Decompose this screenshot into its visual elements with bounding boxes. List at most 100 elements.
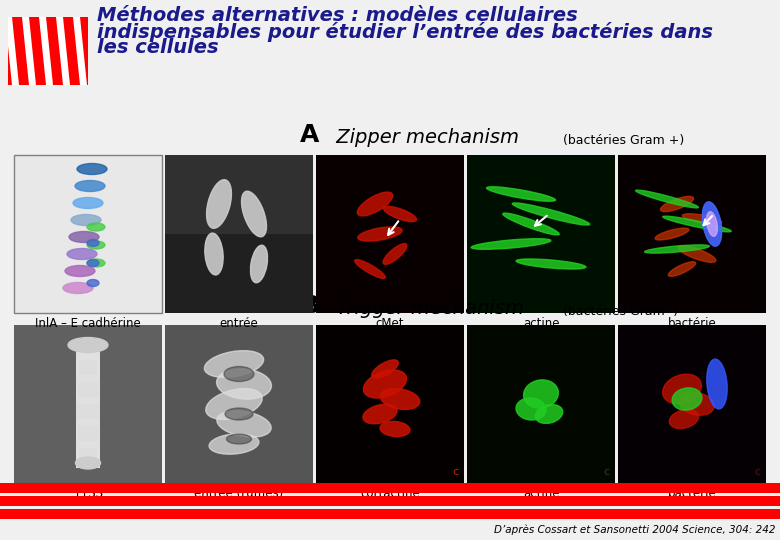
Ellipse shape	[76, 457, 101, 469]
Bar	[316, 325, 464, 483]
Ellipse shape	[682, 214, 722, 224]
Bar	[467, 325, 615, 483]
Ellipse shape	[503, 213, 559, 235]
Ellipse shape	[535, 404, 562, 423]
Polygon shape	[39, 17, 53, 85]
Bar	[14, 325, 162, 483]
Ellipse shape	[63, 282, 93, 294]
Ellipse shape	[516, 398, 546, 420]
Text: c: c	[452, 467, 458, 477]
Bar	[0, 496, 780, 506]
Ellipse shape	[707, 212, 718, 237]
Bar	[316, 155, 464, 313]
Text: entrée: entrée	[220, 317, 258, 330]
Ellipse shape	[661, 197, 693, 212]
Ellipse shape	[217, 411, 271, 437]
Bar	[14, 155, 162, 313]
Ellipse shape	[73, 198, 103, 208]
Ellipse shape	[380, 421, 410, 436]
Ellipse shape	[204, 350, 264, 377]
Text: (bactéries Gram -): (bactéries Gram -)	[555, 305, 678, 318]
Text: actine: actine	[523, 487, 559, 500]
Ellipse shape	[487, 187, 555, 201]
Ellipse shape	[512, 203, 590, 225]
Ellipse shape	[662, 374, 701, 404]
Bar	[0, 509, 780, 519]
Bar	[77, 382, 98, 397]
Text: actine: actine	[523, 317, 559, 330]
Bar	[79, 360, 97, 375]
Text: les cellules: les cellules	[97, 38, 218, 57]
Text: TTSS: TTSS	[73, 487, 102, 500]
Ellipse shape	[87, 223, 105, 231]
Ellipse shape	[383, 244, 407, 265]
Bar	[467, 155, 615, 313]
Text: c: c	[754, 467, 760, 477]
Ellipse shape	[357, 192, 392, 216]
Ellipse shape	[523, 380, 558, 408]
Ellipse shape	[679, 393, 714, 415]
Ellipse shape	[707, 359, 727, 409]
Polygon shape	[22, 17, 36, 85]
Text: Méthodes alternatives : modèles cellulaires: Méthodes alternatives : modèles cellulai…	[97, 6, 578, 25]
Text: entrée (ruffles): entrée (ruffles)	[194, 487, 284, 500]
Ellipse shape	[217, 369, 271, 399]
Bar	[165, 155, 313, 313]
Ellipse shape	[67, 248, 97, 260]
Bar	[77, 426, 98, 441]
Text: InlA – E cadhérine: InlA – E cadhérine	[35, 317, 141, 330]
Text: cMet: cMet	[376, 317, 404, 330]
Bar	[79, 448, 97, 463]
Ellipse shape	[672, 388, 702, 410]
Bar	[165, 325, 313, 483]
Bar	[8, 17, 88, 85]
Bar	[76, 340, 100, 468]
Ellipse shape	[75, 180, 105, 192]
Bar	[76, 404, 100, 419]
Bar	[165, 325, 313, 483]
Ellipse shape	[205, 233, 223, 275]
Text: (bactéries Gram +): (bactéries Gram +)	[555, 134, 684, 147]
Ellipse shape	[87, 241, 105, 249]
Ellipse shape	[668, 262, 696, 276]
Ellipse shape	[384, 206, 417, 221]
Ellipse shape	[358, 227, 402, 241]
Text: B: B	[300, 294, 320, 318]
Polygon shape	[73, 17, 87, 85]
Text: A: A	[300, 123, 320, 147]
Ellipse shape	[363, 404, 397, 424]
Ellipse shape	[69, 232, 99, 242]
Ellipse shape	[669, 409, 699, 429]
Polygon shape	[5, 17, 19, 85]
Ellipse shape	[87, 280, 99, 287]
Ellipse shape	[207, 180, 232, 228]
Ellipse shape	[250, 245, 268, 283]
Bar	[0, 483, 780, 493]
Ellipse shape	[655, 228, 689, 240]
Bar	[165, 234, 313, 313]
Ellipse shape	[87, 240, 99, 246]
Text: indispensables pour étudier l’entrée des bactéries dans: indispensables pour étudier l’entrée des…	[97, 22, 713, 42]
Ellipse shape	[226, 434, 251, 444]
Ellipse shape	[87, 260, 99, 267]
Polygon shape	[56, 17, 70, 85]
Ellipse shape	[206, 389, 262, 420]
Ellipse shape	[516, 259, 586, 269]
Ellipse shape	[65, 266, 95, 276]
Text: bactérie: bactérie	[668, 487, 716, 500]
Ellipse shape	[371, 360, 399, 378]
Text: cortactine: cortactine	[360, 487, 420, 500]
Ellipse shape	[363, 370, 406, 398]
Bar	[618, 155, 766, 313]
Ellipse shape	[242, 191, 267, 237]
Ellipse shape	[355, 260, 385, 279]
Ellipse shape	[678, 246, 716, 262]
Ellipse shape	[225, 408, 253, 420]
Bar	[618, 325, 766, 483]
Ellipse shape	[209, 434, 259, 454]
Text: Zipper mechanism: Zipper mechanism	[330, 128, 519, 147]
Ellipse shape	[71, 214, 101, 226]
Bar	[14, 325, 162, 483]
Text: Trigger mechanism: Trigger mechanism	[330, 299, 524, 318]
Ellipse shape	[471, 239, 551, 249]
